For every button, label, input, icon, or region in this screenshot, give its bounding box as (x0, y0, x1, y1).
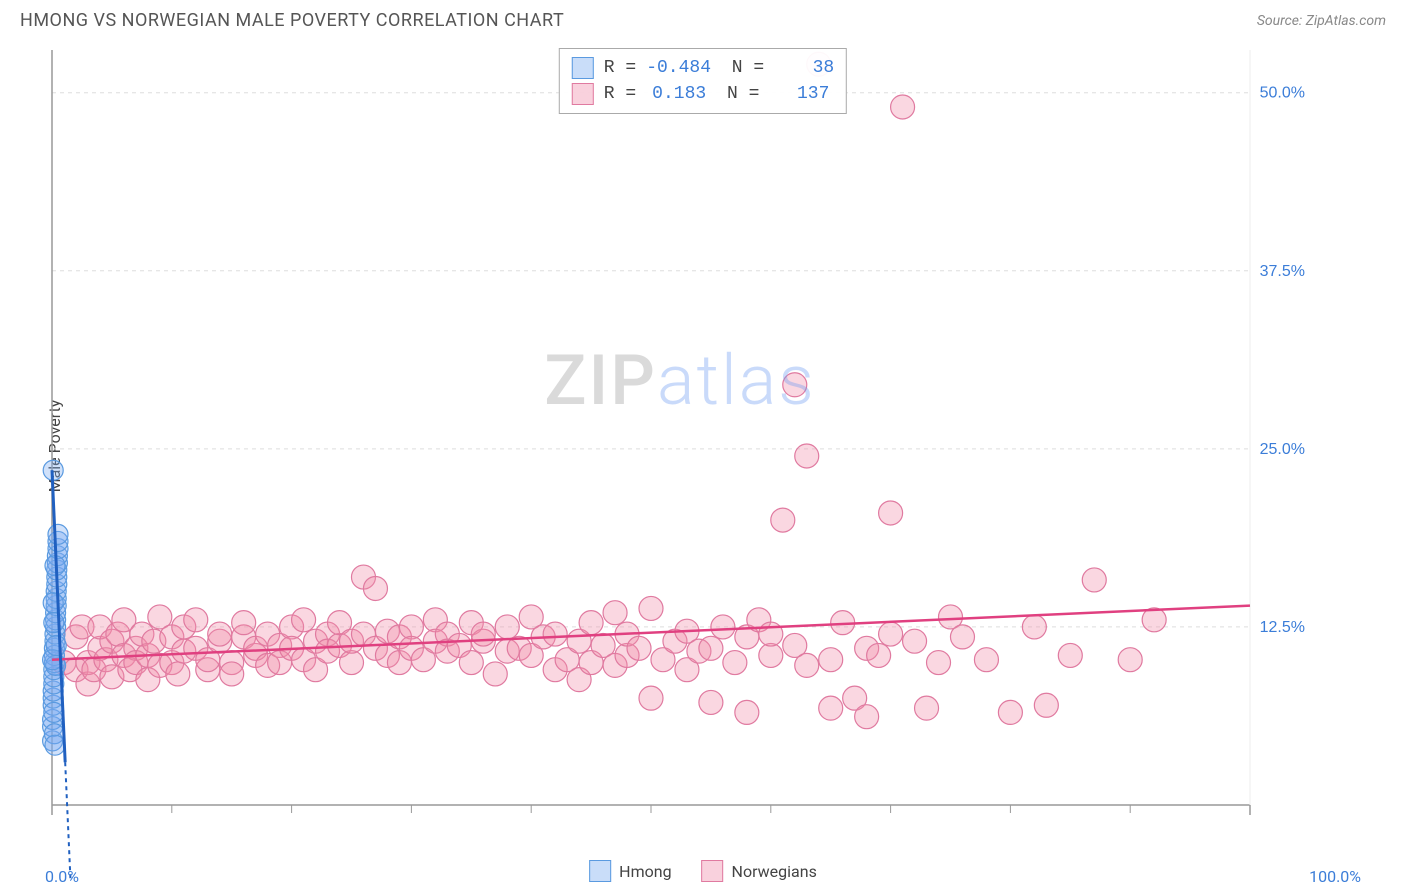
hmong-swatch (572, 57, 594, 79)
svg-text:12.5%: 12.5% (1260, 619, 1305, 636)
chart-title: HMONG VS NORWEGIAN MALE POVERTY CORRELAT… (20, 10, 564, 31)
r-label: R = (604, 84, 636, 104)
norwegians-legend-label: Norwegians (732, 862, 817, 881)
svg-text:50.0%: 50.0% (1260, 85, 1305, 102)
series-legend: Hmong Norwegians (589, 860, 817, 882)
hmong-legend-swatch (589, 860, 611, 882)
norwegians-legend-swatch (702, 860, 724, 882)
x-tick-max: 100.0% (1309, 867, 1361, 886)
norwegians-swatch (572, 83, 594, 105)
x-tick-min: 0.0% (45, 867, 79, 886)
stats-row-norwegians: R = 0.183 N = 137 (572, 81, 834, 107)
hmong-n-value: 38 (774, 58, 834, 78)
legend-item-norwegians: Norwegians (702, 860, 817, 882)
source-attribution: Source: ZipAtlas.com (1257, 13, 1386, 29)
r-label: R = (604, 58, 636, 78)
scatter-chart-svg: 12.5% 25.0% 37.5% 50.0% (50, 45, 1310, 845)
norwegians-r-value: 0.183 (646, 84, 706, 104)
svg-text:25.0%: 25.0% (1260, 441, 1305, 458)
legend-item-hmong: Hmong (589, 860, 671, 882)
n-label: N = (716, 84, 759, 104)
hmong-r-value: -0.484 (646, 58, 711, 78)
stats-row-hmong: R = -0.484 N = 38 (572, 55, 834, 81)
svg-text:37.5%: 37.5% (1260, 263, 1305, 280)
hmong-legend-label: Hmong (619, 862, 671, 881)
norwegians-n-value: 137 (769, 84, 829, 104)
correlation-stats-box: R = -0.484 N = 38 R = 0.183 N = 137 (559, 48, 847, 114)
n-label: N = (721, 58, 764, 78)
chart-area: 12.5%25.0%37.5%50.0% ZIPatlas (50, 45, 1310, 845)
